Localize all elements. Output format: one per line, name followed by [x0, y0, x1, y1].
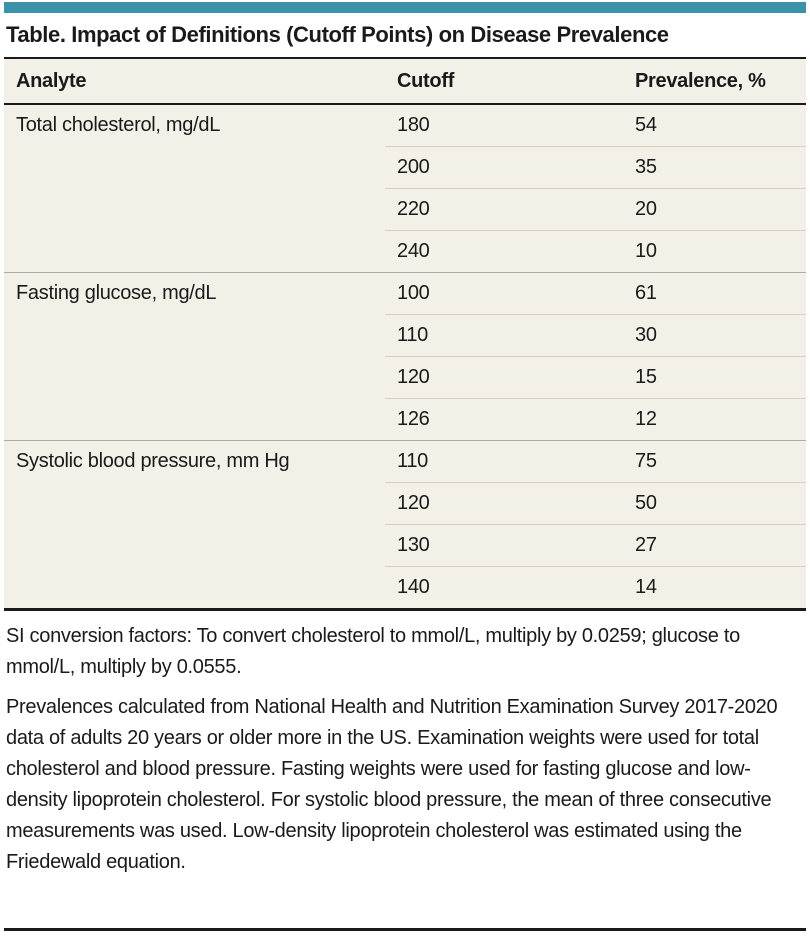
column-header-cutoff: Cutoff [385, 58, 635, 105]
table-row: Fasting glucose, mg/dL 100 61 [4, 272, 806, 441]
table-row: 220 20 [4, 188, 806, 231]
table-row: 130 27 [4, 524, 806, 567]
prevalence-cell: 27 [635, 524, 806, 567]
table-row: 126 12 [4, 398, 806, 441]
cutoff-cell: 220 [385, 188, 635, 231]
column-header-analyte: Analyte [4, 58, 385, 105]
cutoff-cell: 120 [385, 482, 635, 525]
prevalence-cell: 10 [635, 230, 806, 273]
bottom-rule [4, 928, 806, 931]
cutoff-cell: 120 [385, 356, 635, 399]
prevalence-cell: 12 [635, 398, 806, 441]
cutoff-cell: 200 [385, 146, 635, 189]
prevalence-table: Analyte Cutoff Prevalence, % Total chole… [4, 57, 806, 611]
cutoff-cell: 180 [397, 114, 430, 136]
table-row: 200 35 [4, 146, 806, 189]
footnote-si-conversion: SI conversion factors: To convert choles… [6, 625, 740, 678]
table-header: Analyte Cutoff Prevalence, % [4, 58, 806, 105]
table-header-row: Analyte Cutoff Prevalence, % [4, 58, 806, 105]
footnote-methods: Prevalences calculated from National Hea… [6, 696, 778, 873]
table-title: Table. Impact of Definitions (Cutoff Poi… [6, 22, 669, 47]
cutoff-cell: 110 [385, 314, 635, 357]
prevalence-cell: 14 [635, 566, 806, 610]
table-row: 120 15 [4, 356, 806, 399]
prevalence-cell: 20 [635, 188, 806, 231]
cutoff-cell: 240 [385, 230, 635, 273]
prevalence-cell: 30 [635, 314, 806, 357]
analyte-cell-systolic-bp: Systolic blood pressure, mm Hg [4, 440, 385, 610]
analyte-cell-total-cholesterol: Total cholesterol, mg/dL [16, 114, 221, 136]
prevalence-cell: 50 [635, 482, 806, 525]
column-header-prevalence: Prevalence, % [635, 58, 806, 105]
cutoff-cell: 126 [385, 398, 635, 441]
analyte-cell-fasting-glucose: Fasting glucose, mg/dL [4, 272, 385, 441]
cutoff-cell: 130 [385, 524, 635, 567]
table-row: 120 50 [4, 482, 806, 525]
footnotes: SI conversion factors: To convert choles… [6, 621, 804, 887]
prevalence-cell: 75 [635, 440, 806, 483]
accent-bar [4, 2, 806, 13]
table-row: 140 14 [4, 566, 806, 610]
prevalence-cell: 35 [635, 146, 806, 189]
cutoff-cell: 110 [385, 440, 635, 483]
table-row: 240 10 [4, 230, 806, 273]
prevalence-cell: 15 [635, 356, 806, 399]
cutoff-cell: 100 [385, 272, 635, 315]
cutoff-cell: 140 [385, 566, 635, 610]
table-row: Systolic blood pressure, mm Hg 110 75 [4, 440, 806, 610]
table-row: 110 30 [4, 314, 806, 357]
prevalence-cell: 54 [635, 114, 657, 136]
table-row: Total cholesterol, mg/dL 180 54 [4, 104, 806, 147]
prevalence-cell: 61 [635, 272, 806, 315]
